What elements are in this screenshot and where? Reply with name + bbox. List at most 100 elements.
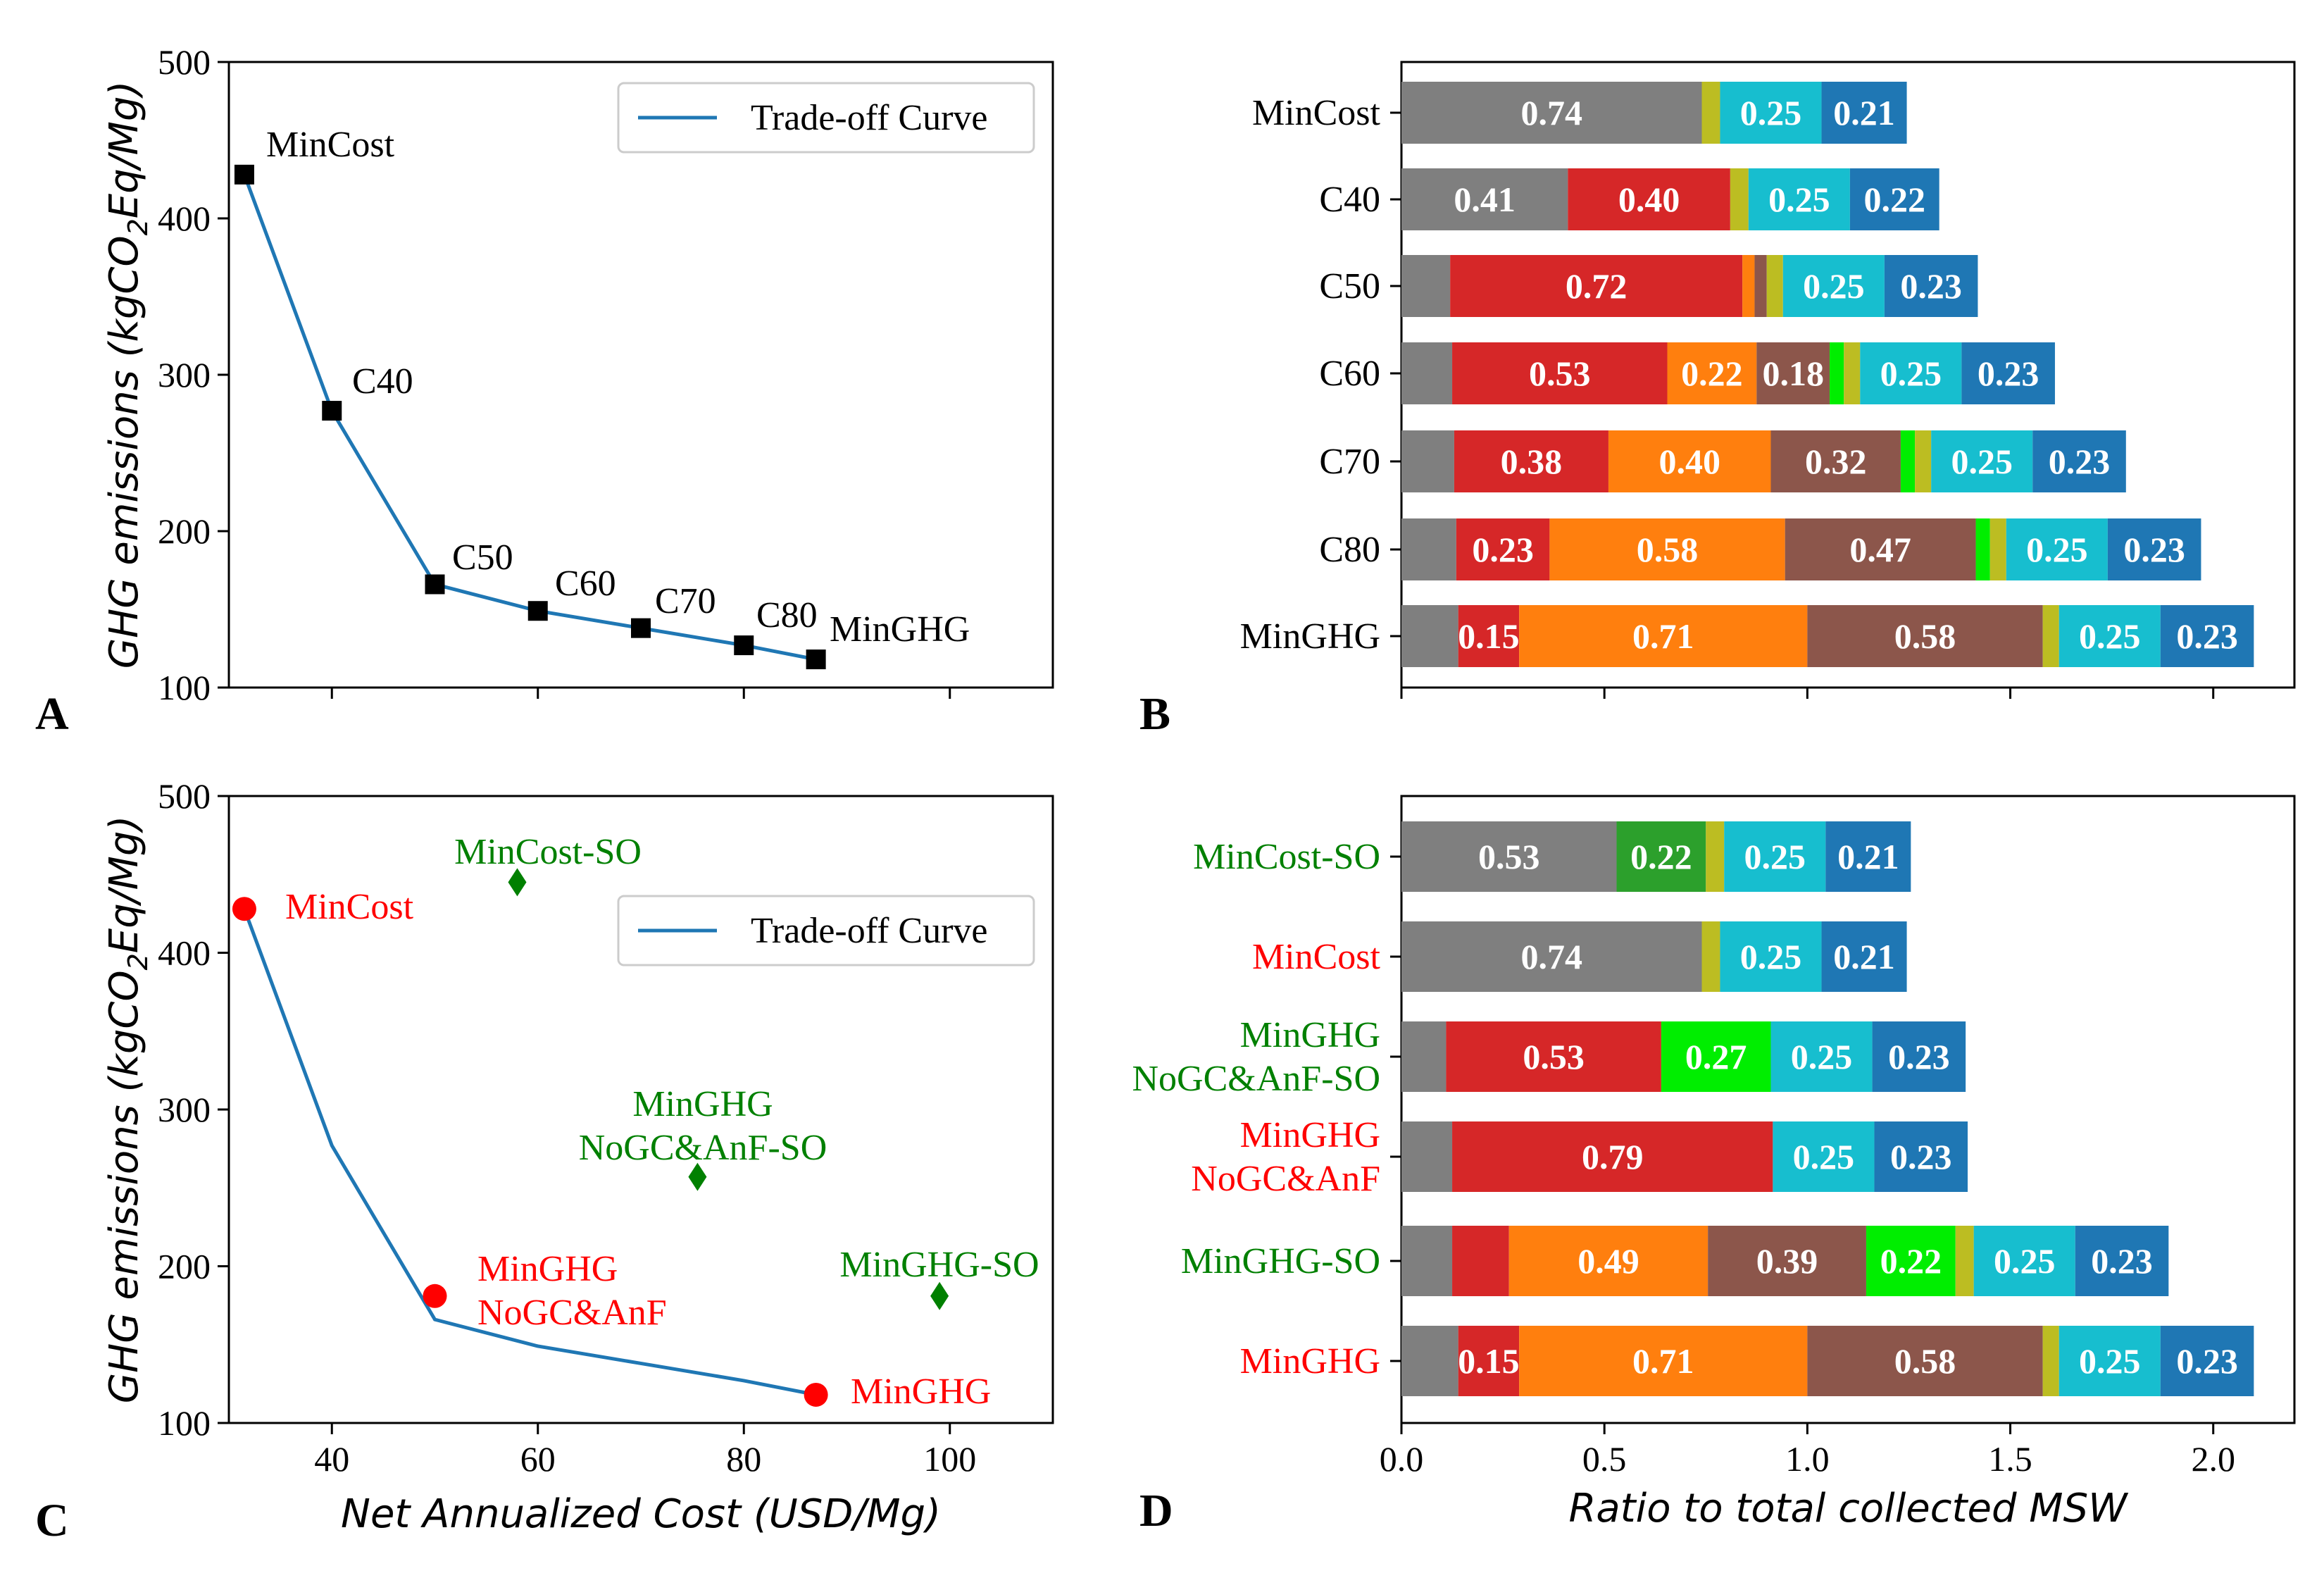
bar-value-label: 0.25 [1994,1241,2056,1281]
category-label: MinGHG NoGC&AnF-SO [1132,1015,1381,1099]
bar-row: 0.15 0.71 0.58 0.25 0.23 [1401,1326,2254,1396]
y-tick-label: 100 [158,1403,211,1443]
point-label: MinGHG [851,1372,991,1412]
x-tick-label: 80 [726,1439,761,1479]
bar-segment [1785,518,1976,580]
bar-value-label: 0.27 [1685,1037,1747,1076]
bar-value-label: 0.74 [1521,93,1583,132]
bar-segment [1724,821,1826,892]
x-tick-label: 1.5 [1988,1439,2032,1479]
bar-value-label: 0.25 [2079,1341,2141,1381]
y-tick-label: 500 [158,42,211,82]
bar-row: 0.53 0.27 0.25 0.23 [1401,1021,1966,1092]
bar-segment [1667,342,1757,404]
point-label: C70 [655,581,716,621]
bar-value-label: 0.22 [1864,180,1926,219]
bar-segment [1519,1326,1808,1396]
x-tick-label: 0.0 [1380,1439,1424,1479]
bar-segment [2160,605,2254,667]
bar-segment [1401,821,1617,892]
data-point-circle [804,1382,828,1407]
bar-value-label: 0.40 [1658,442,1720,481]
bar-segment [1450,255,1743,317]
bar-segment [1401,518,1456,580]
point-label: MinCost [266,125,395,165]
plot-frame [1400,795,2296,1424]
bar-value-label: 0.15 [1458,616,1520,656]
y-tick-label: 200 [158,511,211,551]
data-point-square [527,601,548,621]
bar-segment [1872,1021,1966,1092]
bar-segment [2075,1226,2169,1296]
x-tick-label: 40 [314,1439,349,1479]
data-point-square [234,164,254,185]
bar-value-label: 0.23 [2176,1341,2238,1381]
bar-value-label: 0.49 [1578,1241,1639,1281]
bar-value-label: 0.21 [1833,937,1895,976]
legend-box [617,895,1035,966]
bar-segment [2059,1326,2161,1396]
bar-row: 0.53 0.22 0.25 0.21 [1401,821,1911,892]
bar-segment [2160,1326,2254,1396]
bar-segment [2107,518,2201,580]
bar-value-label: 0.25 [1744,837,1806,876]
bar-value-label: 0.32 [1805,442,1867,481]
data-point-circle [232,897,256,921]
bar-segment [1884,255,1978,317]
bar-segment [1401,1121,1453,1192]
y-axis-label: GHG emissions (kgCO2Eq/Mg) [101,816,154,1404]
point-label: MinCost-SO [454,832,642,872]
category-label: MinCost [1252,937,1381,977]
bar-segment [1661,1021,1771,1092]
bar-segment [1401,1326,1458,1396]
bar-row: 0.72 0.25 0.23 [1401,255,1978,317]
bar-segment [1446,1021,1661,1092]
category-label: MinCost-SO [1193,837,1380,877]
bar-segment [1458,1326,1520,1396]
category-label: C70 [1319,442,1380,482]
bar-value-label: 0.39 [1756,1241,1818,1281]
bar-segment [1720,921,1822,992]
bar-segment [1608,430,1771,492]
bar-value-label: 0.38 [1501,442,1563,481]
bar-row: 0.23 0.58 0.47 0.25 0.23 [1401,518,2201,580]
bar-segment [1821,82,1907,144]
bar-value-label: 0.40 [1618,180,1680,219]
category-label: MinGHG-SO [1181,1241,1380,1281]
bar-value-label: 0.47 [1849,530,1911,569]
bar-value-label: 0.53 [1523,1037,1585,1076]
bar-value-label: 0.23 [1900,266,1962,306]
bar-segment [1770,430,1901,492]
bar-segment [2042,1326,2059,1396]
bar-segment [1452,1121,1773,1192]
bar-segment [1730,168,1749,230]
bar-segment [1401,168,1568,230]
bar-segment [2059,605,2161,667]
bar-value-label: 0.23 [1888,1037,1950,1076]
category-label: MinGHG [1240,616,1380,657]
bar-value-label: 0.25 [1740,93,1802,132]
bar-value-label: 0.21 [1833,93,1895,132]
bar-segment [1708,1226,1866,1296]
bar-segment [1401,255,1451,317]
data-point-diamond [508,868,527,897]
bar-segment [1766,255,1783,317]
bar-segment [2032,430,2126,492]
bar-value-label: 0.74 [1521,937,1583,976]
bar-value-label: 0.22 [1630,837,1692,876]
bar-segment [1519,605,1808,667]
panel-B: 0.74 0.25 0.21 MinCost 0.41 0.40 0.25 0.22 C40 0.… [1240,61,2296,699]
bar-segment [1756,342,1830,404]
bar-value-label: 0.71 [1632,616,1694,656]
category-label: C80 [1319,530,1380,570]
x-tick-label: 100 [923,1439,976,1479]
point-label: MinGHG NoGC&AnF-SO [579,1084,827,1168]
bar-segment [1508,1226,1708,1296]
bar-segment [1701,921,1720,992]
bar-value-label: 0.23 [2123,530,2185,569]
point-label: C80 [756,595,818,635]
bar-value-label: 0.25 [1880,354,1942,393]
bar-segment [1401,1226,1453,1296]
bar-segment [1807,605,2043,667]
data-point-square [734,635,754,656]
